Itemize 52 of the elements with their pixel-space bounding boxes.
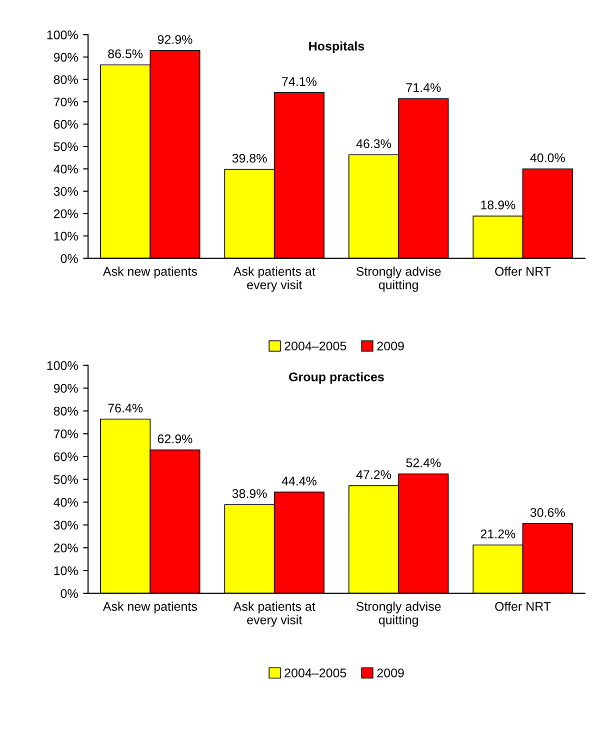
y-tick-label: 20% (54, 544, 78, 552)
data-label: 52.4% (406, 458, 441, 468)
y-tick-label: 0% (60, 254, 78, 263)
y-tick-label: 80% (54, 406, 78, 416)
data-label: 71.4% (406, 83, 441, 92)
data-label: 76.4% (108, 404, 143, 412)
y-tick-label: 90% (54, 384, 78, 393)
data-label: 74.1% (282, 77, 316, 86)
y-tick-label: 20% (54, 209, 78, 218)
y-tick-label: 50% (54, 475, 78, 484)
x-tick-label: Strongly advise quitting (356, 266, 441, 292)
x-tick-label: Ask patients at every visit (233, 602, 316, 627)
y-tick-label: 10% (54, 232, 78, 241)
data-label: 46.3% (356, 139, 392, 148)
legend-label: 2004–2005 (284, 668, 346, 678)
x-tick-label: Offer NRT (495, 266, 551, 276)
y-tick-label: 80% (54, 75, 78, 84)
x-tick-label: Ask patients at every visit (233, 266, 316, 292)
x-tick-label: Offer NRT (495, 602, 551, 611)
y-tick-label: 70% (54, 430, 78, 438)
data-label: 40.0% (530, 153, 565, 162)
y-tick-label: 100% (47, 30, 78, 40)
data-label: 18.9% (481, 200, 516, 210)
x-tick-label: Ask new patients (102, 266, 197, 278)
legend-label: 2009 (377, 668, 404, 678)
y-tick-label: 50% (54, 142, 78, 152)
data-label: 47.2% (356, 470, 392, 480)
data-label: 38.9% (232, 489, 267, 498)
y-tick-label: 10% (54, 566, 78, 576)
y-tick-label: 90% (54, 52, 78, 62)
y-tick-label: 30% (54, 187, 78, 196)
legend-label: 2009 (377, 342, 404, 350)
y-tick-label: 40% (54, 164, 78, 174)
x-tick-label: Ask new patients (102, 602, 197, 614)
legend-label: 2004–2005 (284, 342, 346, 350)
y-tick-label: 60% (54, 120, 78, 129)
y-tick-label: 70% (54, 98, 78, 106)
y-tick-label: 100% (47, 361, 78, 370)
data-label: 30.6% (530, 508, 565, 517)
y-tick-label: 40% (54, 498, 78, 507)
data-label: 44.4% (282, 476, 316, 486)
data-label: 86.5% (108, 49, 143, 58)
data-label: 62.9% (158, 434, 192, 444)
y-tick-label: 0% (60, 589, 78, 598)
y-tick-label: 60% (54, 452, 78, 462)
text: Group practices (289, 372, 384, 384)
data-label: 21.2% (480, 530, 516, 538)
y-tick-label: 30% (54, 520, 78, 530)
data-label: 92.9% (158, 35, 192, 44)
text: Hospitals (309, 41, 364, 54)
data-label: 39.8% (232, 154, 267, 163)
x-tick-label: Strongly advise quitting (356, 602, 441, 627)
